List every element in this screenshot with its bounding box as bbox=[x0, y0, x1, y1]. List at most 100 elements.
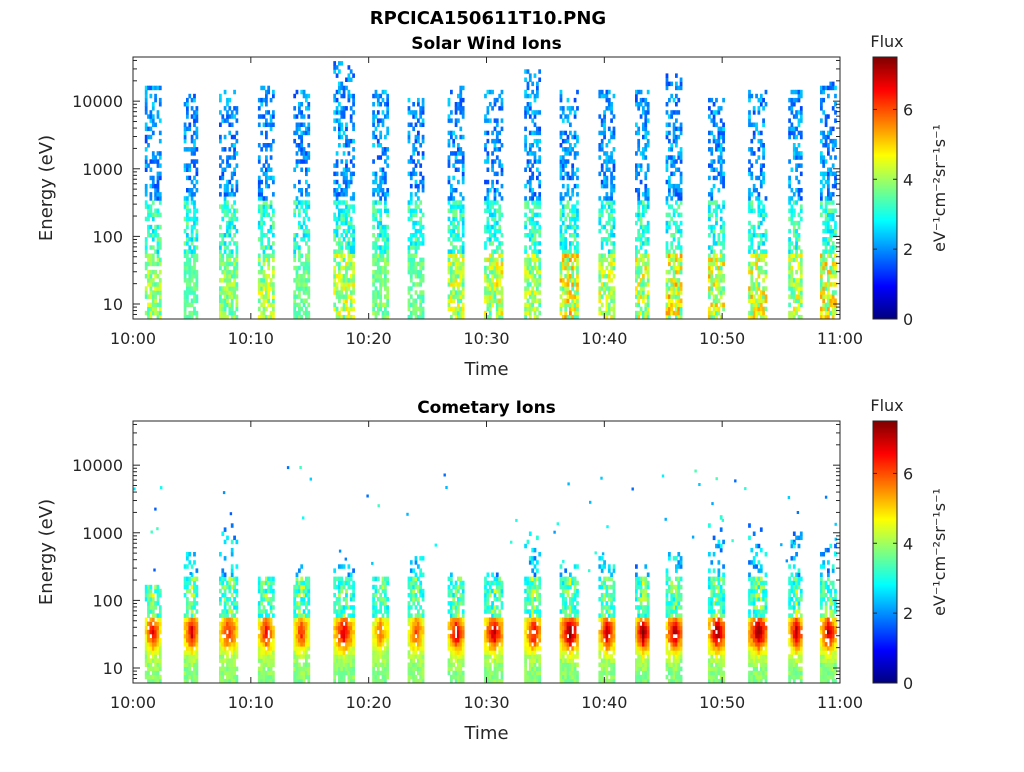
cell bbox=[343, 278, 346, 282]
cell bbox=[152, 151, 155, 155]
cell bbox=[196, 294, 199, 298]
cell bbox=[452, 163, 455, 167]
cell bbox=[263, 303, 266, 307]
cell bbox=[224, 671, 227, 675]
cell bbox=[637, 262, 640, 266]
cell bbox=[191, 286, 194, 290]
cell bbox=[419, 106, 422, 110]
cell bbox=[538, 184, 541, 188]
cell bbox=[788, 200, 791, 204]
cell bbox=[598, 90, 601, 94]
cell bbox=[647, 90, 650, 94]
cell bbox=[758, 294, 761, 298]
cell bbox=[668, 270, 671, 274]
cell bbox=[569, 311, 572, 315]
cell bbox=[642, 151, 645, 155]
cell bbox=[562, 266, 565, 270]
cell bbox=[713, 299, 716, 303]
cell bbox=[159, 278, 162, 282]
cell bbox=[529, 217, 532, 221]
cell bbox=[422, 262, 425, 266]
cell bbox=[338, 266, 341, 270]
cell bbox=[233, 172, 236, 176]
cell bbox=[562, 106, 565, 110]
cell bbox=[422, 278, 425, 282]
cell bbox=[258, 270, 261, 274]
cell bbox=[345, 188, 348, 192]
cell bbox=[529, 131, 532, 135]
cell bbox=[459, 204, 462, 208]
cell bbox=[680, 172, 683, 176]
cell bbox=[145, 102, 148, 106]
cell bbox=[642, 233, 645, 237]
cell bbox=[489, 209, 492, 213]
cell bbox=[258, 114, 261, 118]
cell bbox=[491, 290, 494, 294]
cell bbox=[562, 176, 565, 180]
cell bbox=[531, 270, 534, 274]
cell bbox=[415, 245, 418, 249]
cell bbox=[228, 663, 231, 667]
cell bbox=[159, 196, 162, 200]
cell bbox=[457, 233, 460, 237]
cell bbox=[832, 192, 835, 196]
cell bbox=[193, 667, 196, 671]
cell bbox=[571, 303, 574, 307]
cell bbox=[598, 258, 601, 262]
cell bbox=[793, 143, 796, 147]
cell bbox=[196, 663, 199, 667]
cell bbox=[791, 254, 794, 258]
cell bbox=[567, 294, 570, 298]
cell bbox=[188, 262, 191, 266]
cell bbox=[574, 258, 577, 262]
cell bbox=[758, 204, 761, 208]
cell bbox=[524, 307, 527, 311]
cell bbox=[343, 237, 346, 241]
cell bbox=[154, 213, 157, 217]
cell bbox=[191, 106, 194, 110]
cell bbox=[459, 102, 462, 106]
cell bbox=[372, 180, 375, 184]
cell bbox=[606, 180, 609, 184]
cell bbox=[265, 147, 268, 151]
cell bbox=[498, 139, 501, 143]
cell bbox=[750, 278, 753, 282]
cell bbox=[231, 311, 234, 315]
cell bbox=[415, 274, 418, 278]
cell bbox=[484, 225, 487, 229]
cell bbox=[300, 204, 303, 208]
cell bbox=[637, 294, 640, 298]
cell bbox=[524, 147, 527, 151]
cell bbox=[613, 294, 616, 298]
cell bbox=[150, 110, 153, 114]
cell bbox=[498, 229, 501, 233]
cell bbox=[307, 245, 310, 249]
cell bbox=[755, 278, 758, 282]
cell bbox=[228, 114, 231, 118]
cell bbox=[193, 299, 196, 303]
cell bbox=[496, 229, 499, 233]
cell bbox=[260, 217, 263, 221]
cell bbox=[642, 200, 645, 204]
cell bbox=[827, 196, 830, 200]
cell bbox=[307, 123, 310, 127]
cell bbox=[710, 270, 713, 274]
cell bbox=[536, 94, 539, 98]
cell bbox=[384, 274, 387, 278]
cell bbox=[788, 135, 791, 139]
cell bbox=[333, 290, 336, 294]
cell bbox=[459, 237, 462, 241]
cell bbox=[484, 294, 487, 298]
cell bbox=[637, 192, 640, 196]
cell bbox=[534, 221, 537, 225]
cell bbox=[338, 237, 341, 241]
cell bbox=[536, 221, 539, 225]
cell bbox=[484, 94, 487, 98]
cell bbox=[720, 266, 723, 270]
cell bbox=[412, 168, 415, 172]
cell bbox=[159, 626, 162, 630]
cell bbox=[379, 200, 382, 204]
cell bbox=[829, 303, 832, 307]
cell bbox=[386, 163, 389, 167]
cell bbox=[491, 225, 494, 229]
